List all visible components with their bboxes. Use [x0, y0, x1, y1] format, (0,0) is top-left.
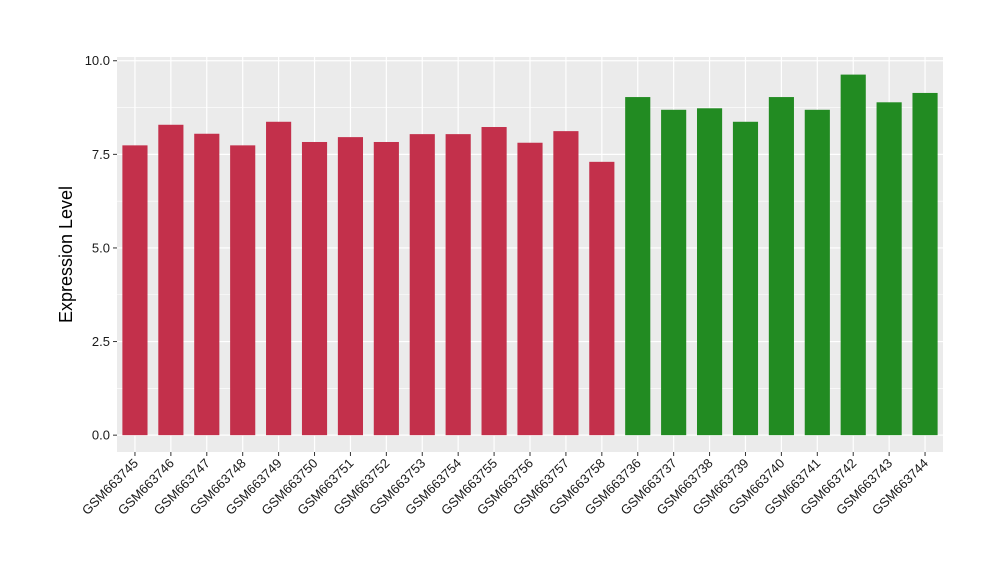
- bar: [661, 109, 687, 436]
- bar: [876, 102, 902, 436]
- bar: [301, 141, 328, 436]
- x-axis: GSM663745GSM663746GSM663747GSM663748GSM6…: [79, 452, 931, 518]
- y-axis-title: Expression Level: [56, 186, 76, 323]
- bar: [589, 161, 615, 436]
- bar: [373, 141, 399, 436]
- bar: [768, 97, 794, 436]
- bar: [337, 137, 364, 436]
- bar: [804, 109, 830, 436]
- bar: [625, 97, 651, 436]
- bar: [732, 121, 759, 436]
- bar: [696, 108, 723, 436]
- bar: [194, 133, 220, 436]
- bar: [553, 131, 579, 436]
- y-tick-label: 2.5: [92, 334, 110, 349]
- y-tick-label: 0.0: [92, 428, 110, 443]
- bar: [517, 142, 543, 436]
- bar: [409, 134, 435, 436]
- bar: [266, 121, 292, 436]
- bar: [840, 74, 866, 436]
- bars: [122, 74, 938, 436]
- y-tick-label: 10.0: [85, 53, 110, 68]
- y-axis: 0.0 2.5 5.0 7.5 10.0: [85, 53, 117, 443]
- bar: [912, 92, 938, 436]
- y-tick-label: 5.0: [92, 240, 110, 255]
- y-tick-label: 7.5: [92, 147, 110, 162]
- bar: [158, 124, 184, 436]
- bar: [122, 145, 148, 436]
- bar: [445, 134, 471, 436]
- bar: [230, 145, 256, 436]
- bar: [481, 127, 507, 436]
